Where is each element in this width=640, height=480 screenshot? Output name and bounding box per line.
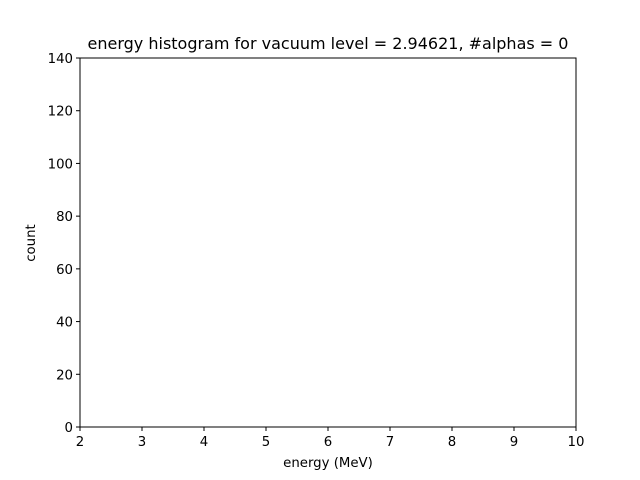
x-tick-label: 4 — [200, 435, 208, 450]
y-tick-label: 40 — [56, 316, 73, 331]
x-tick-label: 5 — [262, 435, 270, 450]
x-axis-title: energy (MeV) — [283, 456, 373, 471]
x-axis: 2 3 4 5 6 7 8 9 10 — [76, 427, 585, 450]
x-tick-label: 6 — [324, 435, 332, 450]
plot-area — [79, 57, 577, 428]
x-tick-label: 2 — [76, 435, 84, 450]
y-axis: 0 20 40 60 80 100 120 140 — [48, 52, 80, 436]
y-tick-label: 100 — [48, 157, 73, 172]
y-tick-label: 140 — [48, 52, 73, 67]
y-tick-label: 120 — [48, 105, 73, 120]
y-tick-label: 20 — [56, 368, 73, 383]
chart-title: energy histogram for vacuum level = 2.94… — [88, 34, 569, 53]
x-tick-label: 7 — [386, 435, 394, 450]
x-tick-label: 10 — [568, 435, 585, 450]
y-tick-label: 80 — [56, 210, 73, 225]
y-tick-label: 60 — [56, 263, 73, 278]
y-tick-label: 0 — [65, 421, 73, 436]
x-tick-label: 8 — [448, 435, 456, 450]
x-tick-label: 9 — [510, 435, 518, 450]
x-tick-label: 3 — [138, 435, 146, 450]
y-axis-title: count — [24, 224, 39, 262]
